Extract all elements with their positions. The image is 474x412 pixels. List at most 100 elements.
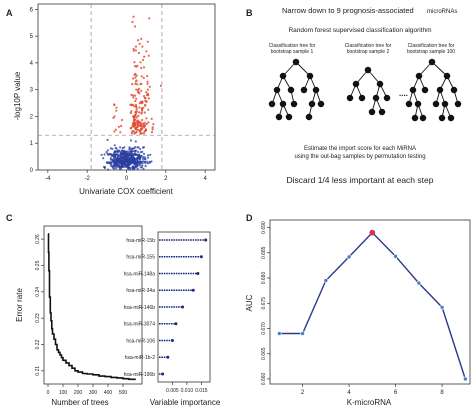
- scatter-point: [128, 161, 131, 165]
- scatter-point: [137, 51, 141, 55]
- y-tick-label: 0.680: [261, 272, 267, 285]
- scatter-point: [134, 65, 137, 68]
- scatter-point: [134, 49, 137, 52]
- scatter-point: [143, 156, 146, 159]
- scatter-point: [134, 140, 137, 143]
- scatter-point: [114, 164, 117, 167]
- y-tick-label: 0.26: [35, 234, 41, 244]
- scatter-point: [135, 130, 138, 134]
- scatter-point: [139, 166, 142, 169]
- scatter-point: [130, 155, 133, 158]
- scatter-point: [120, 163, 123, 166]
- scatter-point: [143, 126, 146, 129]
- auc-line: [279, 231, 466, 380]
- scatter-point: [138, 42, 141, 46]
- scatter-point: [108, 162, 111, 165]
- error-rate-line: [47, 233, 136, 381]
- scatter-point: [142, 66, 146, 69]
- scatter-point: [142, 122, 145, 125]
- scatter-point: [133, 117, 136, 120]
- tree-3-caption-line1: Classification tree for: [408, 43, 455, 49]
- scatter-point: [137, 146, 140, 149]
- auc-point-highlight: [369, 229, 376, 236]
- panel-a-xlabel: Univariate COX coefficient: [79, 187, 173, 196]
- scatter-point: [136, 167, 139, 170]
- importance-point: [174, 322, 178, 326]
- panel-c-importance-chart: hsa-miR-15b hsa-miR-155 hsa-miR-148a hsa-mi…: [124, 238, 208, 394]
- x-tick-label: 0: [125, 176, 129, 182]
- scatter-point: [146, 75, 149, 78]
- scatter-point: [135, 88, 138, 91]
- scatter-point: [132, 96, 135, 99]
- scatter-point: [115, 109, 118, 112]
- panel-d: D 2 4 6 8 0.660 0.665 0.670 0.675 0.680 0.685 0.69…: [245, 213, 471, 407]
- scatter-point: [146, 160, 149, 163]
- y-tick-label: 0.670: [261, 322, 267, 335]
- scatter-point: [132, 77, 135, 80]
- importance-category-label: hsa-miR-34a: [126, 288, 155, 294]
- panel-a-plot-frame: [37, 3, 216, 171]
- scatter-point: [122, 162, 126, 165]
- tree-1-caption-line2: bootstrap sample 1: [271, 49, 314, 55]
- scatter-point: [135, 108, 138, 111]
- scatter-point: [120, 118, 124, 122]
- scatter-point: [137, 128, 140, 132]
- scatter-point: [149, 153, 152, 156]
- importance-point: [199, 255, 203, 259]
- scatter-point: [141, 150, 144, 153]
- scatter-point: [142, 106, 145, 109]
- scatter-point: [133, 123, 137, 126]
- tree-2-diagram: [346, 66, 391, 116]
- scatter-point: [137, 162, 140, 165]
- scatter-point: [126, 150, 129, 153]
- scatter-point: [130, 110, 133, 113]
- scatter-point: [151, 126, 154, 129]
- scatter-point: [112, 116, 115, 119]
- auc-point: [300, 331, 305, 336]
- scatter-point: [119, 166, 122, 169]
- scatter-point: [142, 152, 146, 155]
- panel-a-label: A: [6, 8, 13, 18]
- scatter-point: [130, 160, 134, 163]
- importance-category-label: hsa-miR-148a: [124, 271, 156, 277]
- x-tick-label: -2: [84, 176, 90, 182]
- panel-b-estimate-line1: Estimate the import score for each MiRNA: [304, 146, 416, 152]
- scatter-point: [134, 94, 137, 97]
- scatter-point: [133, 114, 137, 117]
- scatter-point: [133, 153, 136, 156]
- x-tick-label: 2: [301, 390, 305, 396]
- scatter-point: [138, 160, 141, 164]
- scatter-point: [113, 115, 116, 118]
- scatter-point: [121, 152, 124, 155]
- scatter-point: [114, 162, 117, 165]
- scatter-point: [128, 166, 132, 170]
- panel-b-subtitle: Random forest supervised classification …: [288, 27, 431, 34]
- scatter-point: [103, 153, 106, 156]
- scatter-point: [136, 83, 139, 86]
- scatter-point: [130, 150, 133, 154]
- x-tick-label: 100: [59, 390, 68, 396]
- scatter-point: [102, 157, 105, 160]
- panel-a-threshold-lines: [38, 4, 215, 170]
- importance-point: [196, 272, 200, 275]
- scatter-point: [124, 160, 127, 163]
- y-tick-label: 2: [30, 114, 34, 120]
- scatter-point: [108, 153, 111, 156]
- scatter-point: [117, 149, 120, 152]
- auc-point: [439, 304, 445, 310]
- scatter-point: [141, 45, 144, 48]
- scatter-point: [144, 165, 147, 168]
- scatter-point: [114, 150, 117, 153]
- scatter-point: [138, 111, 141, 114]
- importance-category-label: hsa-miR-146b: [124, 305, 156, 311]
- scatter-point: [134, 100, 137, 103]
- scatter-point: [136, 64, 139, 67]
- scatter-point: [103, 166, 106, 170]
- x-tick-label: 8: [440, 390, 444, 396]
- x-tick-label: 0.015: [195, 388, 208, 394]
- scatter-point: [144, 129, 147, 133]
- scatter-point: [136, 150, 140, 154]
- scatter-point: [146, 80, 149, 83]
- scatter-point: [142, 167, 145, 170]
- x-tick-label: 0.010: [181, 388, 194, 394]
